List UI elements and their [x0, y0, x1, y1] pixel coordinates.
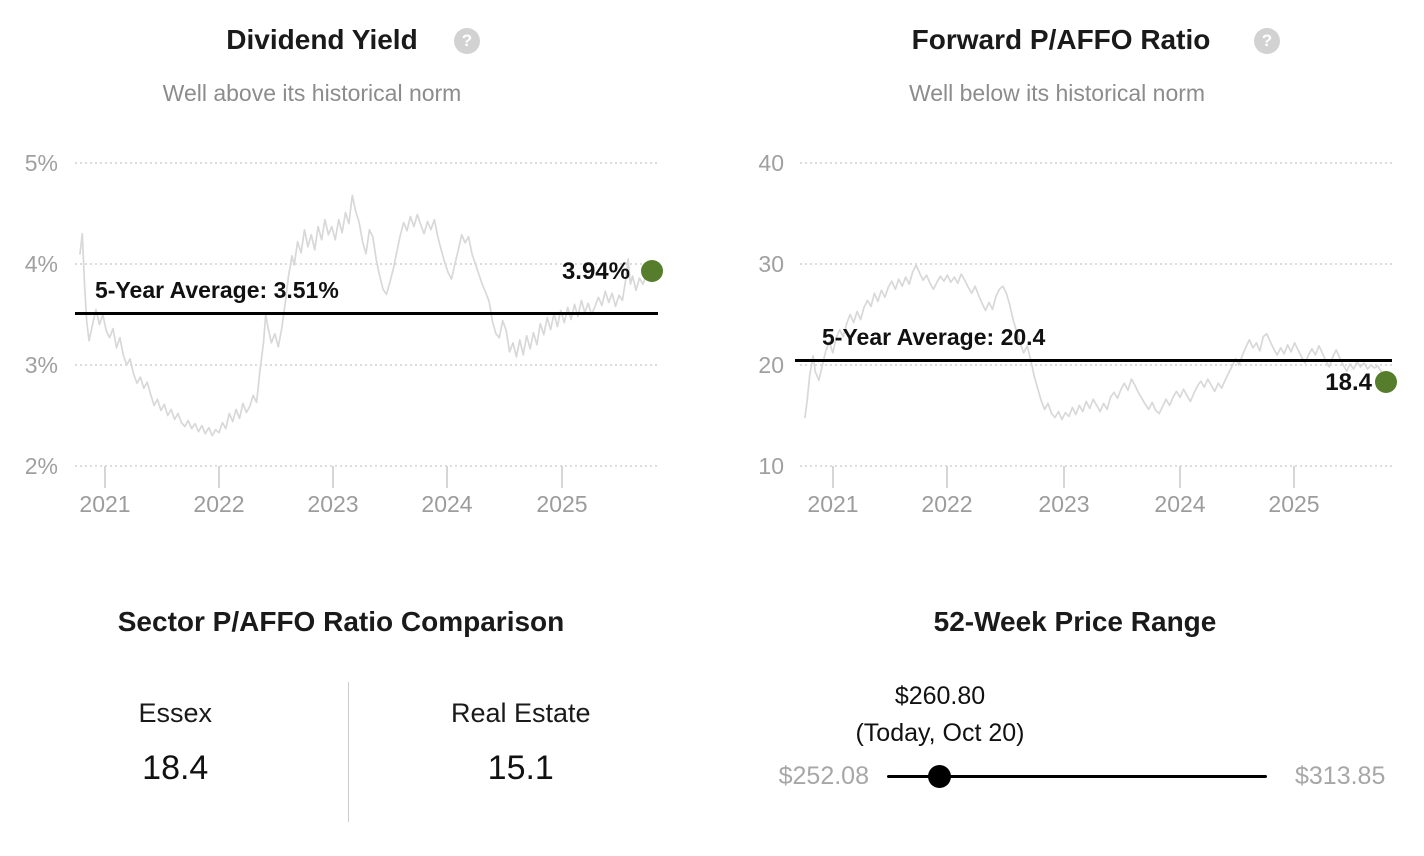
sector-comparison-title: Sector P/AFFO Ratio Comparison	[117, 606, 565, 637]
average-line	[795, 359, 1392, 362]
x-axis-tick	[446, 466, 448, 488]
current-value-label: 18.4	[1325, 369, 1372, 396]
current-price-date: (Today, Oct 20)	[855, 719, 1025, 747]
gridline	[75, 364, 660, 366]
dividend-yield-subtitle: Well above its historical norm	[162, 80, 462, 106]
gridline	[800, 263, 1395, 265]
y-axis-tick-label: 30	[758, 251, 784, 277]
x-axis-tick	[946, 466, 948, 488]
comparison-column-essex: Essex 18.4	[3, 682, 348, 822]
y-axis-tick-label: 2%	[24, 453, 58, 479]
average-line-label: 5-Year Average: 20.4	[822, 324, 1046, 350]
comparison-label: Essex	[138, 698, 213, 728]
comparison-column-real-estate: Real Estate 15.1	[349, 682, 694, 822]
x-axis-tick	[332, 466, 334, 488]
x-axis-tick	[1293, 466, 1295, 488]
x-axis-tick	[104, 466, 106, 488]
gridline	[800, 364, 1395, 366]
dividend-yield-line-chart	[79, 194, 653, 437]
average-line	[75, 312, 658, 315]
y-axis-tick-label: 20	[758, 352, 784, 378]
sector-comparison-panel: Sector P/AFFO Ratio Comparison Essex 18.…	[0, 595, 712, 856]
x-axis-tick-label: 2024	[421, 491, 473, 517]
x-axis-tick-label: 2021	[79, 491, 131, 517]
comparison-label: Real Estate	[450, 698, 591, 728]
y-axis-tick-label: 4%	[24, 251, 58, 277]
x-axis-tick-label: 2023	[1038, 491, 1090, 517]
x-axis-tick	[1179, 466, 1181, 488]
question-mark-glyph: ?	[461, 31, 473, 50]
help-icon[interactable]: ?	[1254, 28, 1280, 54]
paffo-subtitle: Well below its historical norm	[908, 80, 1206, 106]
price-range-track	[887, 775, 1267, 778]
paffo-title: Forward P/AFFO Ratio	[911, 24, 1211, 55]
y-axis-tick-label: 3%	[24, 352, 58, 378]
gridline	[800, 162, 1395, 164]
comparison-value: 18.4	[142, 749, 209, 787]
range-low-label: $252.08	[778, 762, 869, 790]
range-high-label: $313.85	[1295, 762, 1386, 790]
x-axis-tick	[218, 466, 220, 488]
vertical-divider	[347, 682, 349, 822]
gridline	[75, 162, 660, 164]
current-price-label: $260.80	[894, 682, 986, 710]
x-axis-tick	[1063, 466, 1065, 488]
help-icon[interactable]: ?	[454, 28, 480, 54]
price-range-title: 52-Week Price Range	[933, 606, 1217, 637]
y-axis-tick-label: 40	[758, 150, 784, 176]
dividend-yield-title: Dividend Yield	[226, 24, 418, 55]
gridline	[75, 263, 660, 265]
current-value-dot	[641, 260, 663, 282]
dividend-yield-panel: Dividend Yield ? Well above its historic…	[0, 0, 712, 560]
sector-comparison-table: Essex 18.4 Real Estate 15.1	[3, 682, 693, 822]
x-axis-tick-label: 2024	[1154, 491, 1206, 517]
x-axis-tick-label: 2022	[921, 491, 973, 517]
current-value-dot	[1375, 371, 1397, 393]
gridline	[75, 465, 660, 467]
x-axis-tick-label: 2025	[536, 491, 588, 517]
current-value-label: 3.94%	[561, 258, 630, 285]
x-axis-tick-label: 2025	[1268, 491, 1320, 517]
x-axis-tick-label: 2021	[807, 491, 859, 517]
x-axis-tick	[832, 466, 834, 488]
paffo-line-chart	[804, 264, 1387, 421]
average-line-label: 5-Year Average: 3.51%	[95, 277, 339, 303]
y-axis-tick-label: 10	[758, 453, 784, 479]
x-axis-tick	[561, 466, 563, 488]
price-range-panel: 52-Week Price Range $260.80 (Today, Oct …	[712, 595, 1424, 856]
x-axis-tick-label: 2023	[307, 491, 359, 517]
current-price-marker	[928, 765, 951, 788]
comparison-value: 15.1	[487, 749, 554, 787]
y-axis-tick-label: 5%	[24, 150, 58, 176]
gridline	[800, 465, 1395, 467]
question-mark-glyph: ?	[1261, 31, 1273, 50]
x-axis-tick-label: 2022	[193, 491, 245, 517]
paffo-panel: Forward P/AFFO Ratio ? Well below its hi…	[712, 0, 1424, 560]
